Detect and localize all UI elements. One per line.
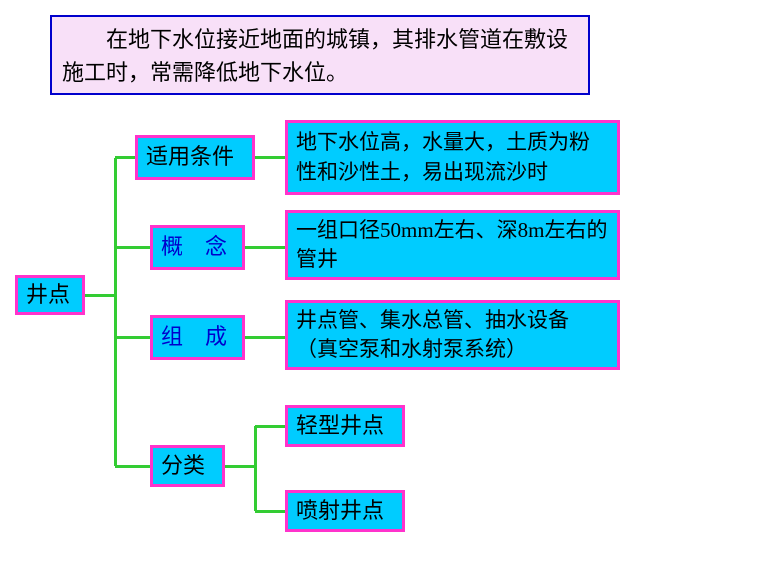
branch-1-label: 概 念 — [161, 232, 227, 263]
header-intro-text: 在地下水位接近地面的城镇，其排水管道在敷设施工时，常需降低地下水位。 — [62, 27, 568, 85]
branch-2-node: 组 成 — [150, 315, 245, 360]
header-intro-box: 在地下水位接近地面的城镇，其排水管道在敷设施工时，常需降低地下水位。 — [50, 15, 590, 95]
branch-2-detail-text: 井点管、集水总管、抽水设备（真空泵和水射泵系统） — [296, 306, 609, 365]
branch-3-sub-0-label: 轻型井点 — [296, 411, 384, 442]
root-node: 井点 — [15, 275, 85, 315]
branch-1-detail: 一组口径50mm左右、深8m左右的管井 — [285, 210, 620, 280]
branch-3-sub-1-label: 喷射井点 — [296, 496, 384, 527]
branch-3-label: 分类 — [161, 451, 205, 482]
branch-0-label: 适用条件 — [146, 142, 234, 173]
branch-2-label: 组 成 — [161, 322, 227, 353]
branch-3-sub-0: 轻型井点 — [285, 405, 405, 447]
branch-1-node: 概 念 — [150, 225, 245, 270]
branch-1-detail-text: 一组口径50mm左右、深8m左右的管井 — [296, 216, 609, 275]
branch-0-detail-text: 地下水位高，水量大，土质为粉性和沙性土，易出现流沙时 — [296, 128, 609, 187]
branch-3-sub-1: 喷射井点 — [285, 490, 405, 532]
root-label: 井点 — [26, 280, 70, 311]
branch-3-node: 分类 — [150, 445, 225, 487]
branch-0-node: 适用条件 — [135, 135, 255, 180]
branch-2-detail: 井点管、集水总管、抽水设备（真空泵和水射泵系统） — [285, 300, 620, 370]
branch-0-detail: 地下水位高，水量大，土质为粉性和沙性土，易出现流沙时 — [285, 120, 620, 195]
